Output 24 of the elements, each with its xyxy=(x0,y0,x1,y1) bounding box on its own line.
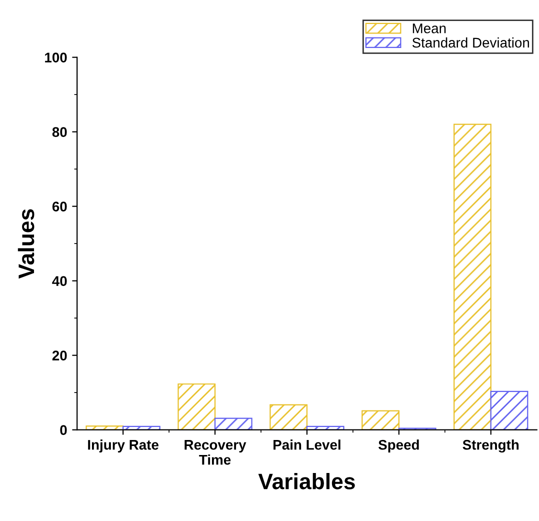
y-tick-label: 80 xyxy=(52,127,67,137)
y-tick-label: 20 xyxy=(52,350,67,360)
y-axis-title: Values xyxy=(18,209,34,279)
y-tick-label: 0 xyxy=(60,425,67,435)
y-tick-label: 100 xyxy=(45,52,67,62)
x-axis-title: Variables xyxy=(258,473,355,490)
bar xyxy=(306,426,344,430)
bar xyxy=(214,418,252,430)
x-tick-label: Speed xyxy=(378,440,419,452)
x-tick-label: Strength xyxy=(462,440,519,453)
bar xyxy=(122,426,160,430)
bar xyxy=(178,383,216,430)
y-tick-label: 40 xyxy=(52,276,67,286)
bar xyxy=(362,410,400,430)
y-tick-label: 60 xyxy=(52,202,67,212)
bar xyxy=(454,124,492,430)
legend-label: Standard Deviation xyxy=(412,37,530,48)
bar xyxy=(490,390,528,430)
x-tick-label: Recovery Time xyxy=(184,440,246,465)
x-tick-label: Injury Rate xyxy=(88,440,158,452)
bar xyxy=(86,426,124,430)
x-tick-label: Pain Level xyxy=(274,440,340,450)
legend-label: Mean xyxy=(412,24,446,34)
bar xyxy=(270,404,308,430)
